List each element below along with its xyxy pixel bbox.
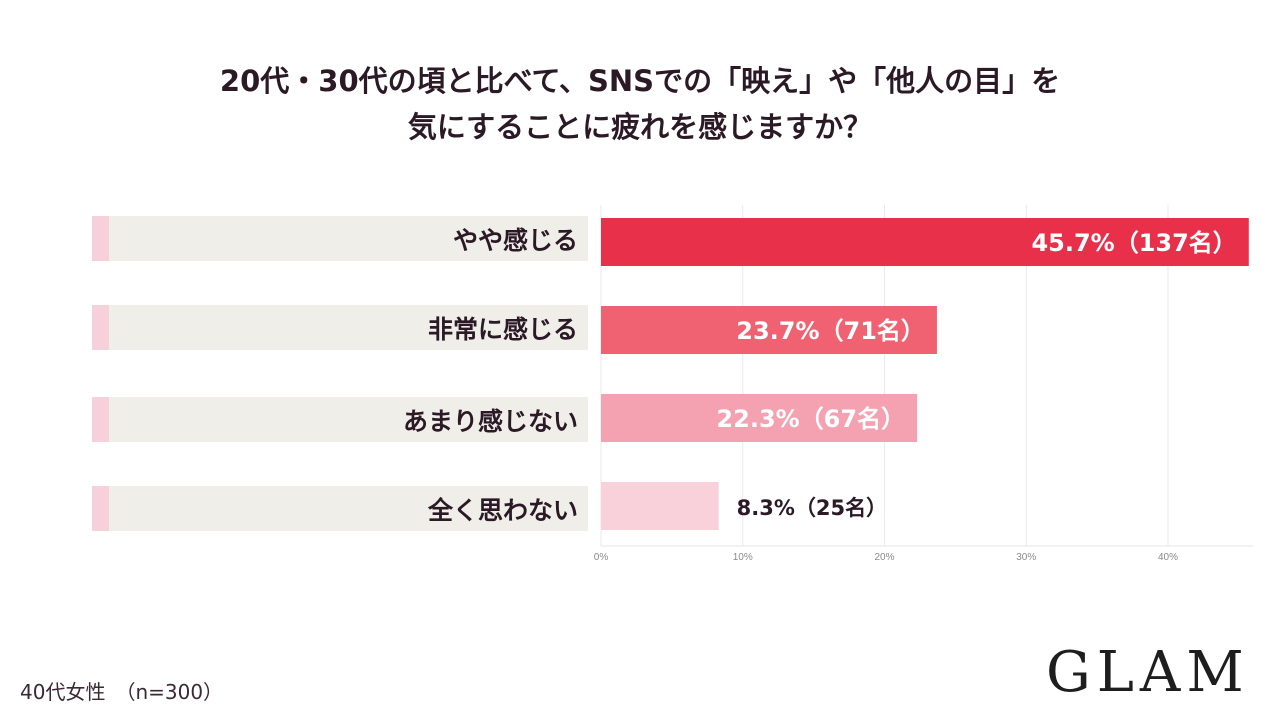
category-marker (92, 305, 109, 350)
data-label-2: 22.3%（67名） (716, 405, 905, 433)
category-row-3: 全く思わない (92, 486, 588, 531)
category-marker (92, 397, 109, 442)
data-label-0: 45.7%（137名） (1031, 229, 1236, 257)
bar-0 (601, 218, 1249, 266)
category-label-0: やや感じる (452, 225, 578, 255)
category-row-1: 非常に感じる (92, 305, 588, 350)
x-tick-label-1: 10% (733, 552, 753, 563)
x-tick-label-2: 20% (874, 552, 894, 563)
category-row-0: やや感じる (92, 216, 588, 261)
category-marker (92, 216, 109, 261)
category-label-3: 全く思わない (427, 495, 578, 525)
category-row-2: あまり感じない (92, 397, 588, 442)
category-label-1: 非常に感じる (427, 314, 578, 344)
brand-logo: GLAM (1046, 640, 1250, 705)
x-tick-label-3: 30% (1016, 552, 1036, 563)
bar-1 (601, 306, 937, 354)
bar-3 (601, 482, 719, 530)
bar-2 (601, 394, 918, 442)
data-label-3: 8.3%（25名） (737, 496, 887, 520)
category-marker (92, 486, 109, 531)
chart-title-line2: 気にすることに疲れを感じますか？ (407, 110, 873, 144)
x-tick-label-0: 0% (594, 552, 609, 563)
category-label-2: あまり感じない (402, 406, 578, 436)
sample-note: 40代女性 （n=300） (20, 680, 224, 704)
x-tick-label-4: 40% (1158, 552, 1178, 563)
chart-title: 20代・30代の頃と比べて、SNSでの「映え」や「他人の目」を 気にすることに疲… (0, 58, 1280, 150)
data-label-1: 23.7%（71名） (736, 317, 925, 345)
chart-title-line1: 20代・30代の頃と比べて、SNSでの「映え」や「他人の目」を (219, 64, 1061, 98)
